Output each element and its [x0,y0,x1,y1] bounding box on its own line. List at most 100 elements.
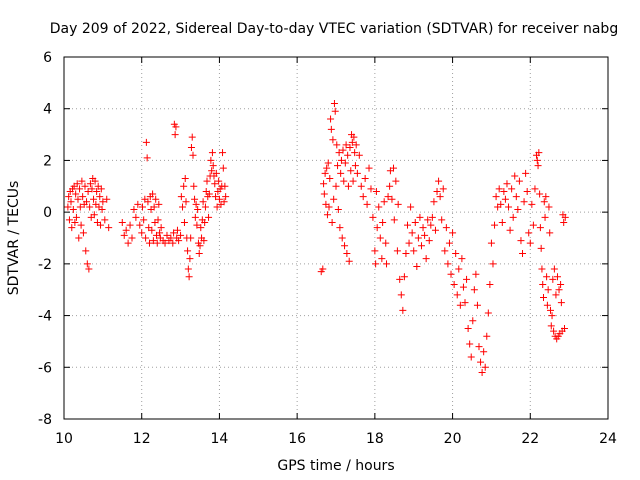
data-point [67,198,75,206]
data-point [177,193,185,201]
data-point [382,239,390,247]
data-point [470,286,478,294]
y-tick-label: 6 [43,50,52,66]
data-point [413,262,421,270]
data-point [372,260,380,268]
data-point [130,206,138,214]
data-point [339,146,347,154]
data-point [173,226,181,234]
data-point [76,203,84,211]
data-point [98,206,106,214]
data-point [560,325,568,332]
data-point [557,299,565,307]
x-tick-label: 12 [133,431,151,447]
data-point [344,182,352,190]
data-point [439,185,447,193]
data-point [421,231,429,239]
data-point [350,133,358,141]
data-point [150,203,158,211]
data-point [505,203,513,211]
data-point [321,169,329,177]
data-point [438,216,446,224]
data-point [461,299,469,307]
data-point [193,221,201,229]
data-point [561,213,569,221]
data-point [215,195,223,203]
data-point [330,195,338,203]
data-point [417,242,425,250]
data-point [153,239,161,247]
data-point [514,206,522,214]
data-point [452,250,460,258]
data-point [466,340,474,348]
data-point [320,180,328,188]
data-point [97,185,105,193]
data-point [547,322,555,330]
data-point [138,229,146,237]
data-point [138,203,146,211]
y-tick-labels: -8 -6 -4 -2 0 2 4 6 [38,50,52,428]
data-point [343,250,351,258]
data-point [546,306,554,314]
data-point [126,221,134,229]
data-point [393,247,401,255]
data-point [143,154,151,162]
data-point [531,185,539,193]
data-point [512,193,520,201]
data-point [103,195,111,203]
data-point [65,216,73,224]
data-point [347,167,355,175]
data-point [99,198,107,206]
data-point [345,257,353,265]
x-tick-label: 24 [599,431,617,447]
data-point [459,283,467,291]
data-point [157,224,165,232]
data-point [149,190,157,198]
data-point [81,182,89,190]
data-point [334,206,342,214]
data-point [442,224,450,232]
data-point [337,156,345,164]
data-point [509,213,517,221]
data-point [85,265,93,273]
data-point [148,226,156,234]
data-point [539,281,547,289]
data-point [209,162,217,170]
data-point [69,206,77,214]
data-point [342,141,350,149]
data-point [498,218,506,226]
data-point [403,221,411,229]
data-point [191,213,199,221]
data-point [86,180,94,188]
data-point [187,144,195,151]
data-point [205,190,213,198]
data-point [361,175,369,183]
data-point [546,229,554,237]
data-point [320,190,328,198]
data-point [425,237,433,245]
data-point [187,234,195,242]
plot-frame [63,56,609,420]
data-point [120,231,128,239]
data-point [397,291,405,299]
data-point [552,291,560,299]
data-point [72,213,80,221]
data-point [484,309,492,317]
data-point [72,190,80,198]
data-point [408,229,416,237]
data-point [522,169,530,177]
data-point [71,218,79,226]
data-point [557,281,565,289]
y-tick-label: 0 [43,205,52,221]
data-point [367,185,375,193]
data-point [132,213,140,221]
data-point [200,237,208,245]
data-point [86,203,94,211]
data-point [491,221,499,229]
data-point [433,187,441,195]
data-point [383,260,391,268]
data-point [192,200,200,208]
data-point [501,195,509,203]
data-point [441,247,449,255]
